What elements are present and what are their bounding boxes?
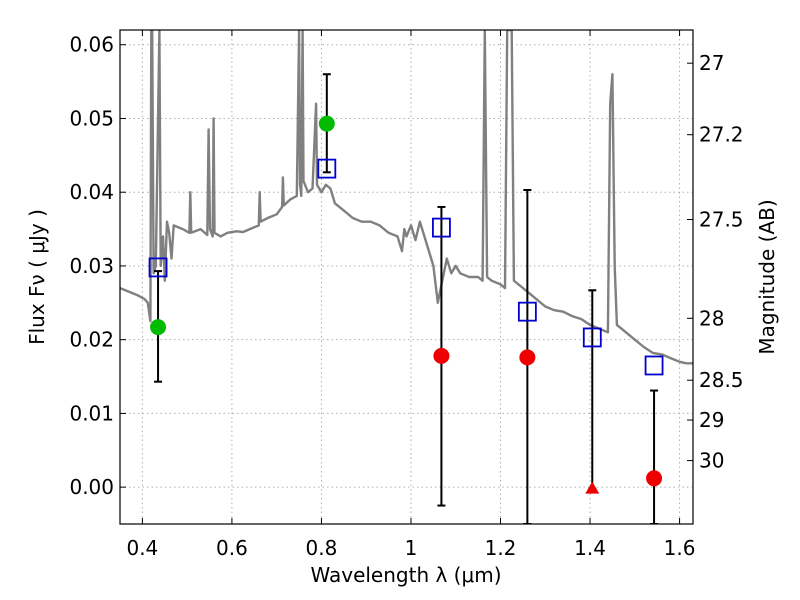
model-photometry-square bbox=[432, 217, 451, 238]
y-tick-label: 0.05 bbox=[69, 106, 114, 130]
x-axis: 0.4 0.6 0.8 1 1.2 1.4 1.6 bbox=[126, 30, 695, 560]
marker-layer bbox=[148, 115, 664, 494]
spectrum-line bbox=[120, 30, 693, 365]
model-photometry-square bbox=[582, 327, 602, 348]
y-tick-label: 0.04 bbox=[69, 180, 114, 204]
magnitude-tick-label: 27.2 bbox=[699, 123, 744, 147]
magnitude-tick-label: 30 bbox=[699, 449, 724, 473]
model-photometry-square bbox=[517, 301, 537, 322]
error-bar-layer bbox=[154, 73, 659, 524]
x-tick-label: 1 bbox=[405, 536, 418, 560]
low-significance-point bbox=[519, 349, 536, 366]
grid bbox=[120, 30, 693, 524]
magnitude-tick-label: 28 bbox=[699, 306, 724, 330]
x-tick-label: 1.4 bbox=[574, 536, 606, 560]
y-tick-label: 0.00 bbox=[69, 475, 114, 499]
plot-area bbox=[120, 30, 693, 524]
spectrum-layer bbox=[120, 30, 693, 365]
x-tick-label: 0.6 bbox=[216, 536, 248, 560]
magnitude-axis-title: Magnitude (AB) bbox=[755, 199, 779, 354]
x-tick-label: 0.8 bbox=[306, 536, 338, 560]
low-significance-point bbox=[433, 347, 450, 364]
x-tick-label: 0.4 bbox=[126, 536, 158, 560]
y-axis-title: Flux Fν ( μJy ) bbox=[25, 209, 49, 345]
magnitude-axis: 27 27.2 27.5 28 28.5 29 30 bbox=[687, 51, 744, 473]
model-photometry-square bbox=[317, 158, 337, 179]
model-photometry-square bbox=[148, 257, 168, 278]
y-tick-label: 0.02 bbox=[69, 328, 114, 352]
x-axis-title: Wavelength λ (μm) bbox=[310, 563, 501, 587]
x-tick-label: 1.6 bbox=[664, 536, 696, 560]
y-tick-label: 0.01 bbox=[69, 401, 114, 425]
magnitude-tick-label: 29 bbox=[699, 408, 724, 432]
upper-limit-triangle bbox=[585, 481, 600, 494]
magnitude-tick-label: 27 bbox=[699, 51, 724, 75]
model-photometry-square bbox=[644, 355, 664, 376]
x-tick-label: 1.2 bbox=[485, 536, 517, 560]
y-tick-label: 0.06 bbox=[69, 33, 114, 57]
plot-frame bbox=[119, 29, 694, 525]
detections-point bbox=[318, 115, 335, 132]
low-significance-point bbox=[646, 470, 663, 487]
y-tick-label: 0.03 bbox=[69, 254, 114, 278]
y-axis: 0.00 0.01 0.02 0.03 0.04 0.05 0.06 bbox=[69, 33, 126, 499]
magnitude-tick-label: 28.5 bbox=[699, 368, 744, 392]
magnitude-tick-label: 27.5 bbox=[699, 207, 744, 231]
detections-point bbox=[150, 319, 167, 336]
